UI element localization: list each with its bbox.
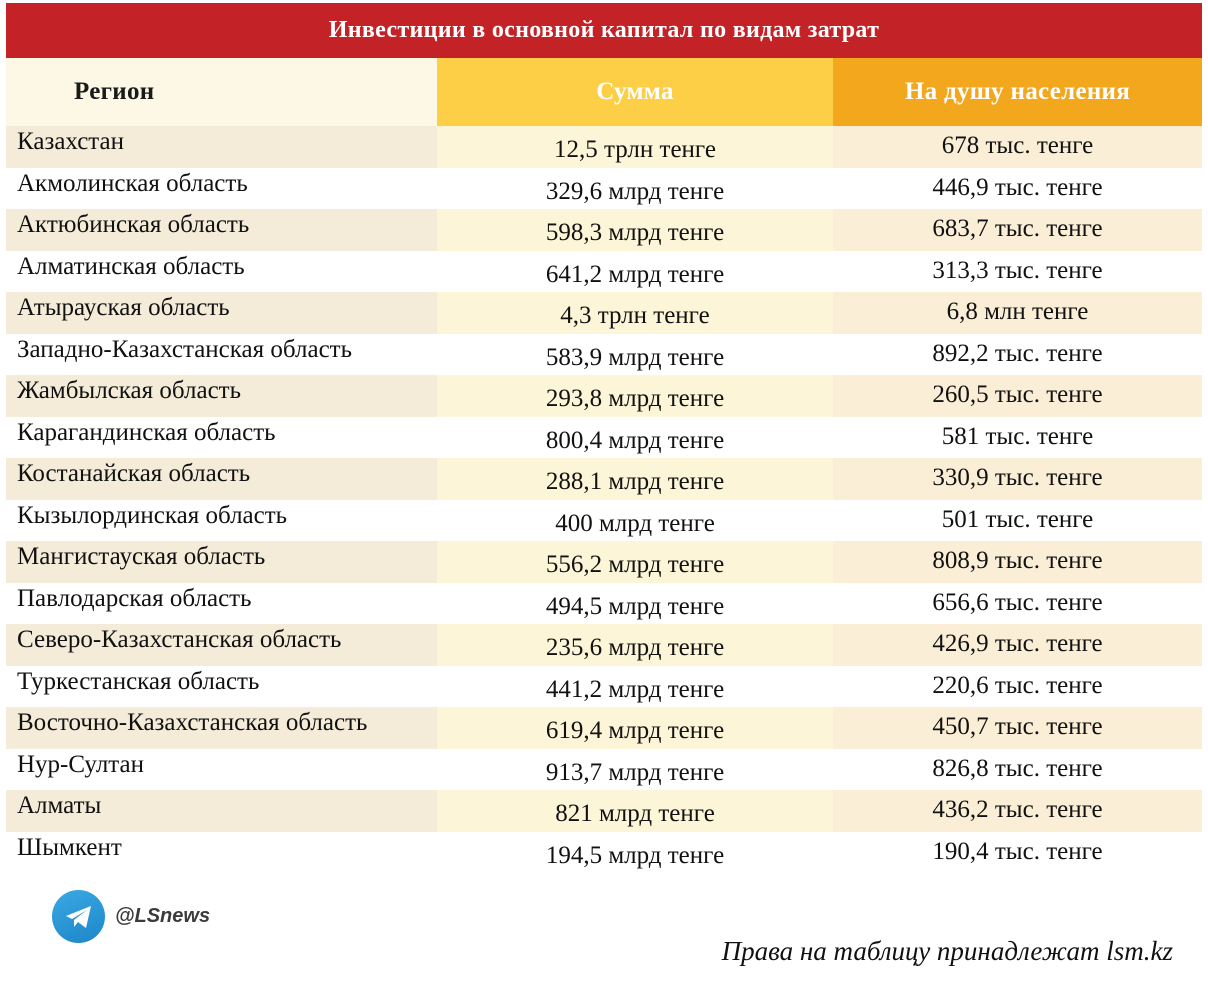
cell-per-capita: 190,4 тыс. тенге: [833, 831, 1202, 873]
table-row: Алматинская область 641,2 млрд тенге 313,3…: [6, 250, 1202, 292]
telegram-handle[interactable]: @LSnews: [115, 905, 211, 927]
cell-sum: 583,9 млрд тенге: [437, 333, 833, 375]
cell-per-capita: 450,7 тыс. тенге: [833, 707, 1202, 749]
cell-sum: 441,2 млрд тенге: [437, 665, 833, 707]
table-row: Северо-Казахстанская область 235,6 млрд т…: [6, 624, 1202, 666]
cell-sum: 194,5 млрд тенге: [437, 831, 833, 873]
cell-sum: 400 млрд тенге: [437, 499, 833, 541]
cell-sum: 556,2 млрд тенге: [437, 541, 833, 583]
column-header-sum: Сумма: [437, 58, 833, 126]
table-row: Восточно-Казахстанская область 619,4 млрд…: [6, 707, 1202, 749]
cell-region: Западно-Казахстанская область: [6, 333, 437, 375]
cell-region: Нур-Султан: [6, 748, 437, 790]
cell-sum: 494,5 млрд тенге: [437, 582, 833, 624]
cell-per-capita: 581 тыс. тенге: [833, 416, 1202, 458]
table-body: Казахстан 12,5 трлн тенге 678 тыс. тенге Ак…: [6, 126, 1202, 873]
table-row: Западно-Казахстанская область 583,9 млрд …: [6, 333, 1202, 375]
table-header: Регион Сумма На душу населения: [6, 58, 1202, 126]
cell-region: Алматинская область: [6, 250, 437, 292]
cell-region: Восточно-Казахстанская область: [6, 707, 437, 749]
table-row: Акмолинская область 329,6 млрд тенге 446,9…: [6, 167, 1202, 209]
cell-per-capita: 260,5 тыс. тенге: [833, 375, 1202, 417]
cell-per-capita: 330,9 тыс. тенге: [833, 458, 1202, 500]
cell-region: Актюбинская область: [6, 209, 437, 251]
cell-region: Мангистауская область: [6, 541, 437, 583]
telegram-badge[interactable]: @LSnews: [52, 890, 210, 943]
cell-sum: 235,6 млрд тенге: [437, 624, 833, 666]
copyright-note: Права на таблицу принадлежат lsm.kz: [721, 936, 1173, 966]
cell-region: Атырауская область: [6, 292, 437, 334]
cell-region: Жамбылская область: [6, 375, 437, 417]
column-header-per-capita: На душу населения: [833, 58, 1202, 126]
cell-per-capita: 6,8 млн тенге: [833, 292, 1202, 334]
cell-region: Кызылординская область: [6, 499, 437, 541]
cell-region: Казахстан: [6, 126, 437, 168]
cell-region: Алматы: [6, 790, 437, 832]
table-row: Кызылординская область 400 млрд тенге 501 …: [6, 499, 1202, 541]
cell-sum: 913,7 млрд тенге: [437, 748, 833, 790]
cell-region: Карагандинская область: [6, 416, 437, 458]
table-row: Шымкент 194,5 млрд тенге 190,4 тыс. тенге: [6, 831, 1202, 873]
cell-sum: 641,2 млрд тенге: [437, 250, 833, 292]
cell-per-capita: 826,8 тыс. тенге: [833, 748, 1202, 790]
cell-sum: 598,3 млрд тенге: [437, 209, 833, 251]
cell-per-capita: 446,9 тыс. тенге: [833, 167, 1202, 209]
table-row: Павлодарская область 494,5 млрд тенге 656,…: [6, 582, 1202, 624]
cell-sum: 293,8 млрд тенге: [437, 375, 833, 417]
cell-sum: 821 млрд тенге: [437, 790, 833, 832]
cell-per-capita: 656,6 тыс. тенге: [833, 582, 1202, 624]
cell-sum: 619,4 млрд тенге: [437, 707, 833, 749]
cell-sum: 12,5 трлн тенге: [437, 126, 833, 168]
cell-per-capita: 678 тыс. тенге: [833, 126, 1202, 168]
cell-region: Шымкент: [6, 831, 437, 873]
cell-region: Павлодарская область: [6, 582, 437, 624]
table-row: Туркестанская область 441,2 млрд тенге 220…: [6, 665, 1202, 707]
cell-sum: 800,4 млрд тенге: [437, 416, 833, 458]
table-row: Карагандинская область 800,4 млрд тенге 58…: [6, 416, 1202, 458]
cell-region: Туркестанская область: [6, 665, 437, 707]
table-title: Инвестиции в основной капитал по видам з…: [6, 3, 1202, 58]
cell-per-capita: 683,7 тыс. тенге: [833, 209, 1202, 251]
cell-region: Акмолинская область: [6, 167, 437, 209]
table-row: Казахстан 12,5 трлн тенге 678 тыс. тенге: [6, 126, 1202, 168]
cell-per-capita: 220,6 тыс. тенге: [833, 665, 1202, 707]
column-header-region: Регион: [6, 58, 437, 126]
table-row: Жамбылская область 293,8 млрд тенге 260,5 …: [6, 375, 1202, 417]
cell-per-capita: 426,9 тыс. тенге: [833, 624, 1202, 666]
cell-region: Северо-Казахстанская область: [6, 624, 437, 666]
cell-region: Костанайская область: [6, 458, 437, 500]
cell-sum: 329,6 млрд тенге: [437, 167, 833, 209]
table-row: Актюбинская область 598,3 млрд тенге 683,7…: [6, 209, 1202, 251]
telegram-icon: [52, 890, 105, 943]
cell-per-capita: 808,9 тыс. тенге: [833, 541, 1202, 583]
table-row: Атырауская область 4,3 трлн тенге 6,8 млн …: [6, 292, 1202, 334]
table-row: Нур-Султан 913,7 млрд тенге 826,8 тыс. тен…: [6, 748, 1202, 790]
cell-per-capita: 436,2 тыс. тенге: [833, 790, 1202, 832]
cell-sum: 288,1 млрд тенге: [437, 458, 833, 500]
table-row: Костанайская область 288,1 млрд тенге 330,…: [6, 458, 1202, 500]
table-row: Алматы 821 млрд тенге 436,2 тыс. тенге: [6, 790, 1202, 832]
cell-per-capita: 313,3 тыс. тенге: [833, 250, 1202, 292]
table-row: Мангистауская область 556,2 млрд тенге 808…: [6, 541, 1202, 583]
cell-sum: 4,3 трлн тенге: [437, 292, 833, 334]
cell-per-capita: 501 тыс. тенге: [833, 499, 1202, 541]
cell-per-capita: 892,2 тыс. тенге: [833, 333, 1202, 375]
